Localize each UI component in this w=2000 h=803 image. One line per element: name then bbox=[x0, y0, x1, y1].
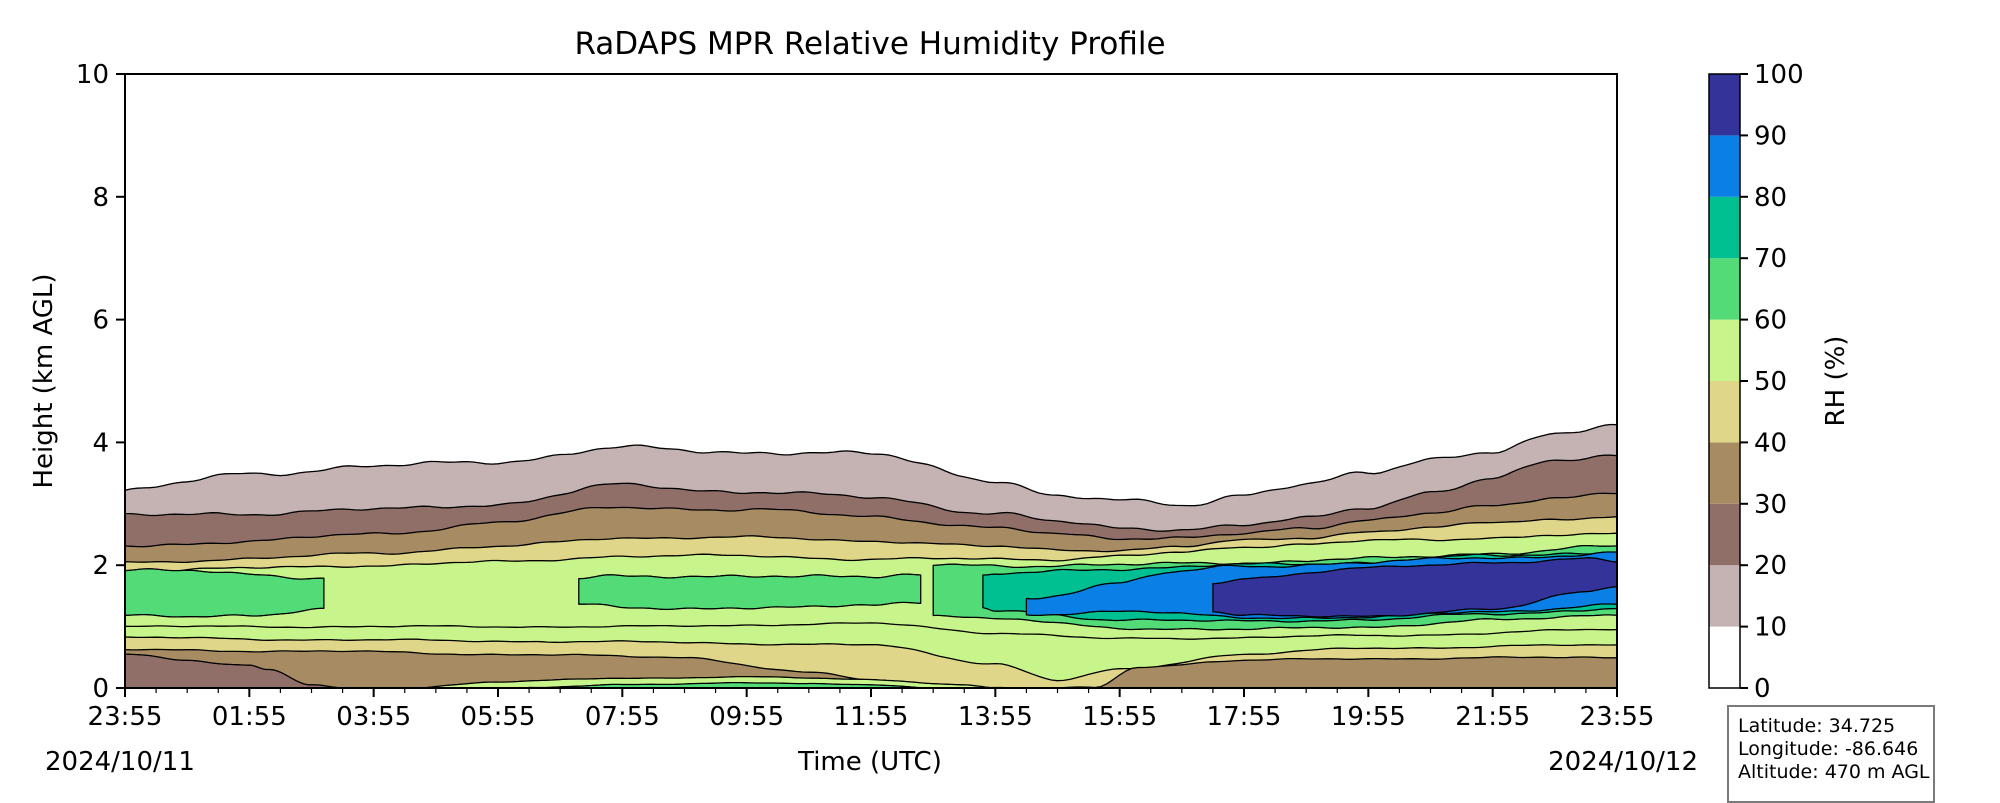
y-tick-label: 4 bbox=[92, 428, 109, 458]
y-tick-label: 6 bbox=[92, 306, 109, 336]
rh-band-60-70-center bbox=[578, 573, 922, 611]
x-axis-label: Time (UTC) bbox=[797, 747, 942, 777]
rh-band-60-70-west bbox=[125, 568, 325, 618]
altitude-text: Altitude: 470 m AGL bbox=[1738, 761, 1930, 783]
x-tick-label: 07:55 bbox=[585, 702, 660, 732]
chart-title: RaDAPS MPR Relative Humidity Profile bbox=[574, 26, 1165, 62]
x-tick-label: 09:55 bbox=[709, 702, 784, 732]
x-tick-label: 21:55 bbox=[1455, 702, 1530, 732]
colorbar-segment bbox=[1709, 258, 1740, 320]
colorbar-segment bbox=[1709, 196, 1740, 259]
colorbar-tick-label: 0 bbox=[1754, 674, 1771, 704]
colorbar-segment bbox=[1709, 74, 1740, 136]
colorbar-segment bbox=[1709, 442, 1740, 504]
rh-contour-bands bbox=[125, 423, 1617, 688]
x-tick-label: 23:55 bbox=[88, 702, 163, 732]
x-tick-label: 01:55 bbox=[212, 702, 287, 732]
colorbar-segment bbox=[1709, 319, 1740, 381]
rh-band-60-70-surface bbox=[528, 681, 934, 688]
x-tick-label: 11:55 bbox=[834, 702, 909, 732]
colorbar-tick-label: 70 bbox=[1754, 244, 1787, 274]
longitude-text: Longitude: -86.646 bbox=[1738, 738, 1919, 760]
colorbar-tick-label: 40 bbox=[1754, 428, 1787, 458]
colorbar-label: RH (%) bbox=[1821, 336, 1851, 427]
colorbar-segment bbox=[1709, 381, 1740, 443]
colorbar: 0 10 20 30 40 50 60 70 80 90 100 RH (%) bbox=[1708, 60, 1851, 704]
colorbar-ticks: 0 10 20 30 40 50 60 70 80 90 100 bbox=[1740, 60, 1804, 704]
x-tick-label: 15:55 bbox=[1082, 702, 1157, 732]
colorbar-tick-label: 60 bbox=[1754, 306, 1787, 336]
rh-band-30-40-low bbox=[125, 648, 1617, 688]
y-axis: 0 2 4 6 8 10 bbox=[76, 60, 125, 704]
x-tick-label: 23:55 bbox=[1580, 702, 1655, 732]
rh-band-20-30-low bbox=[125, 653, 344, 688]
y-tick-label: 2 bbox=[92, 551, 109, 581]
date-start-label: 2024/10/11 bbox=[45, 747, 195, 777]
date-end-label: 2024/10/12 bbox=[1548, 747, 1698, 777]
colorbar-tick-label: 20 bbox=[1754, 551, 1787, 581]
colorbar-segments bbox=[1709, 74, 1740, 688]
colorbar-segment bbox=[1709, 626, 1740, 688]
y-tick-label: 10 bbox=[76, 60, 109, 90]
colorbar-tick-label: 30 bbox=[1754, 490, 1787, 520]
x-tick-label: 05:55 bbox=[461, 702, 536, 732]
latitude-text: Latitude: 34.725 bbox=[1738, 715, 1896, 737]
x-tick-label: 17:55 bbox=[1207, 702, 1282, 732]
y-tick-label: 8 bbox=[92, 183, 109, 213]
colorbar-segment bbox=[1709, 135, 1740, 197]
colorbar-segment bbox=[1709, 503, 1740, 566]
colorbar-tick-label: 10 bbox=[1754, 613, 1787, 643]
colorbar-segment bbox=[1709, 565, 1740, 627]
colorbar-tick-label: 100 bbox=[1754, 60, 1804, 90]
x-tick-label: 19:55 bbox=[1331, 702, 1406, 732]
rh-band-90-100 bbox=[1212, 557, 1617, 618]
colorbar-tick-label: 50 bbox=[1754, 367, 1787, 397]
colorbar-tick-label: 90 bbox=[1754, 121, 1787, 151]
colorbar-tick-label: 80 bbox=[1754, 183, 1787, 213]
y-axis-label: Height (km AGL) bbox=[29, 273, 59, 488]
plot-area bbox=[124, 73, 1618, 689]
x-tick-label: 13:55 bbox=[958, 702, 1033, 732]
x-axis: 23:55 01:55 03:55 05:55 07:55 09:55 11:55 13:55… bbox=[88, 688, 1655, 732]
y-tick-label: 0 bbox=[92, 674, 109, 704]
x-tick-label: 03:55 bbox=[336, 702, 411, 732]
station-info-box: Latitude: 34.725 Longitude: -86.646 Alti… bbox=[1727, 705, 1935, 803]
